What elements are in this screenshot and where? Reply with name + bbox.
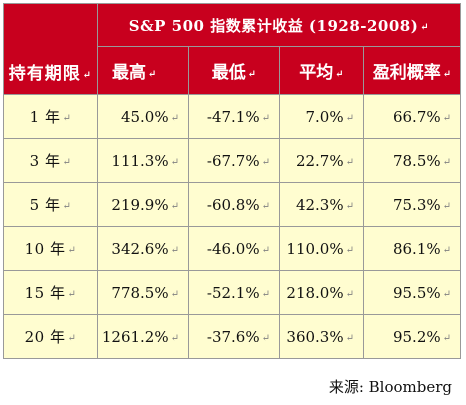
paragraph-mark-icon: ↵ — [345, 288, 354, 300]
paragraph-mark-icon: ↵ — [420, 21, 430, 33]
paragraph-mark-icon: ↵ — [442, 288, 452, 300]
paragraph-mark-icon: ↵ — [170, 156, 179, 168]
paragraph-mark-icon: ↵ — [170, 332, 179, 344]
paragraph-mark-icon: ↵ — [345, 156, 354, 168]
column-header-probability: 盈利概率 ↵ — [362, 46, 462, 95]
column-header-max: 最高 ↵ — [97, 46, 189, 95]
paragraph-mark-icon: ↵ — [261, 156, 270, 168]
paragraph-mark-icon: ↵ — [148, 69, 157, 80]
paragraph-mark-icon: ↵ — [247, 69, 257, 80]
paragraph-mark-icon: ↵ — [170, 200, 179, 212]
paragraph-mark-icon: ↵ — [442, 332, 452, 344]
holding-period-header: 持有期限 ↵ — [3, 3, 98, 95]
paragraph-mark-icon: ↵ — [62, 157, 72, 168]
paragraph-mark-icon: ↵ — [345, 244, 354, 256]
min-cell: -67.7% ↵ — [188, 138, 280, 183]
table-title: S&P 500 指数累计收益 (1928-2008) — [128, 16, 419, 35]
probability-cell: 95.5% ↵ — [362, 270, 462, 315]
probability-cell: 95.2% ↵ — [362, 314, 462, 359]
table-row: 20 年 ↵ 1261.2% ↵ -37.6% ↵ 360.3% ↵ 95.2% ↵ — [3, 314, 462, 359]
probability-cell: 66.7% ↵ — [362, 94, 462, 139]
paragraph-mark-icon: ↵ — [261, 332, 270, 344]
paragraph-mark-icon: ↵ — [335, 69, 344, 80]
min-cell: -60.8% ↵ — [188, 182, 280, 227]
avg-cell: 22.7% ↵ — [279, 138, 364, 183]
paragraph-mark-icon: ↵ — [345, 112, 354, 124]
paragraph-mark-icon: ↵ — [170, 112, 179, 124]
avg-cell: 7.0% ↵ — [279, 94, 364, 139]
period-cell: 5 年 ↵ — [3, 182, 98, 227]
period-cell: 3 年 ↵ — [3, 138, 98, 183]
period-cell: 10 年 ↵ — [3, 226, 98, 271]
avg-cell: 218.0% ↵ — [279, 270, 364, 315]
paragraph-mark-icon: ↵ — [345, 332, 354, 344]
max-cell: 1261.2% ↵ — [97, 314, 189, 359]
paragraph-mark-icon: ↵ — [67, 245, 77, 256]
paragraph-mark-icon: ↵ — [442, 112, 452, 124]
table-row: 10 年 ↵ 342.6% ↵ -46.0% ↵ 110.0% ↵ 86.1% ↵ — [3, 226, 462, 271]
avg-cell: 110.0% ↵ — [279, 226, 364, 271]
returns-table-container: 持有期限 ↵ S&P 500 指数累计收益 (1928-2008) ↵ 最高 ↵ 最低… — [3, 3, 462, 359]
paragraph-mark-icon: ↵ — [261, 288, 270, 300]
period-cell: 15 年 ↵ — [3, 270, 98, 315]
sp500-returns-table: 持有期限 ↵ S&P 500 指数累计收益 (1928-2008) ↵ 最高 ↵ 最低… — [3, 3, 462, 359]
paragraph-mark-icon: ↵ — [261, 200, 270, 212]
column-header-min: 最低 ↵ — [188, 46, 280, 95]
min-cell: -47.1% ↵ — [188, 94, 280, 139]
paragraph-mark-icon: ↵ — [442, 156, 452, 168]
paragraph-mark-icon: ↵ — [67, 289, 77, 300]
paragraph-mark-icon: ↵ — [261, 244, 270, 256]
paragraph-mark-icon: ↵ — [67, 333, 77, 344]
max-cell: 342.6% ↵ — [97, 226, 189, 271]
min-cell: -52.1% ↵ — [188, 270, 280, 315]
paragraph-mark-icon: ↵ — [261, 112, 270, 124]
paragraph-mark-icon: ↵ — [82, 70, 93, 81]
paragraph-mark-icon: ↵ — [62, 201, 72, 212]
max-cell: 45.0% ↵ — [97, 94, 189, 139]
max-cell: 111.3% ↵ — [97, 138, 189, 183]
table-title-header: S&P 500 指数累计收益 (1928-2008) ↵ — [96, 3, 462, 47]
paragraph-mark-icon: ↵ — [170, 288, 179, 300]
paragraph-mark-icon: ↵ — [442, 200, 452, 212]
column-header-avg: 平均 ↵ — [279, 46, 364, 95]
period-cell: 20 年 ↵ — [3, 314, 98, 359]
paragraph-mark-icon: ↵ — [345, 200, 354, 212]
table-row: 1 年 ↵ 45.0% ↵ -47.1% ↵ 7.0% ↵ 66.7% ↵ — [3, 94, 462, 139]
table-row: 5 年 ↵ 219.9% ↵ -60.8% ↵ 42.3% ↵ 75.3% ↵ — [3, 182, 462, 227]
paragraph-mark-icon: ↵ — [170, 244, 179, 256]
min-cell: -46.0% ↵ — [188, 226, 280, 271]
probability-cell: 86.1% ↵ — [362, 226, 462, 271]
probability-cell: 78.5% ↵ — [362, 138, 462, 183]
avg-cell: 42.3% ↵ — [279, 182, 364, 227]
period-cell: 1 年 ↵ — [3, 94, 98, 139]
source-note: 来源: Bloomberg — [328, 378, 452, 396]
paragraph-mark-icon: ↵ — [442, 244, 452, 256]
max-cell: 778.5% ↵ — [97, 270, 189, 315]
table-row: 3 年 ↵ 111.3% ↵ -67.7% ↵ 22.7% ↵ 78.5% ↵ — [3, 138, 462, 183]
holding-period-label: 持有期限 — [8, 64, 81, 84]
paragraph-mark-icon: ↵ — [62, 113, 72, 124]
paragraph-mark-icon: ↵ — [442, 69, 452, 80]
min-cell: -37.6% ↵ — [188, 314, 280, 359]
avg-cell: 360.3% ↵ — [279, 314, 364, 359]
probability-cell: 75.3% ↵ — [362, 182, 462, 227]
table-row: 15 年 ↵ 778.5% ↵ -52.1% ↵ 218.0% ↵ 95.5% ↵ — [3, 270, 462, 315]
max-cell: 219.9% ↵ — [97, 182, 189, 227]
